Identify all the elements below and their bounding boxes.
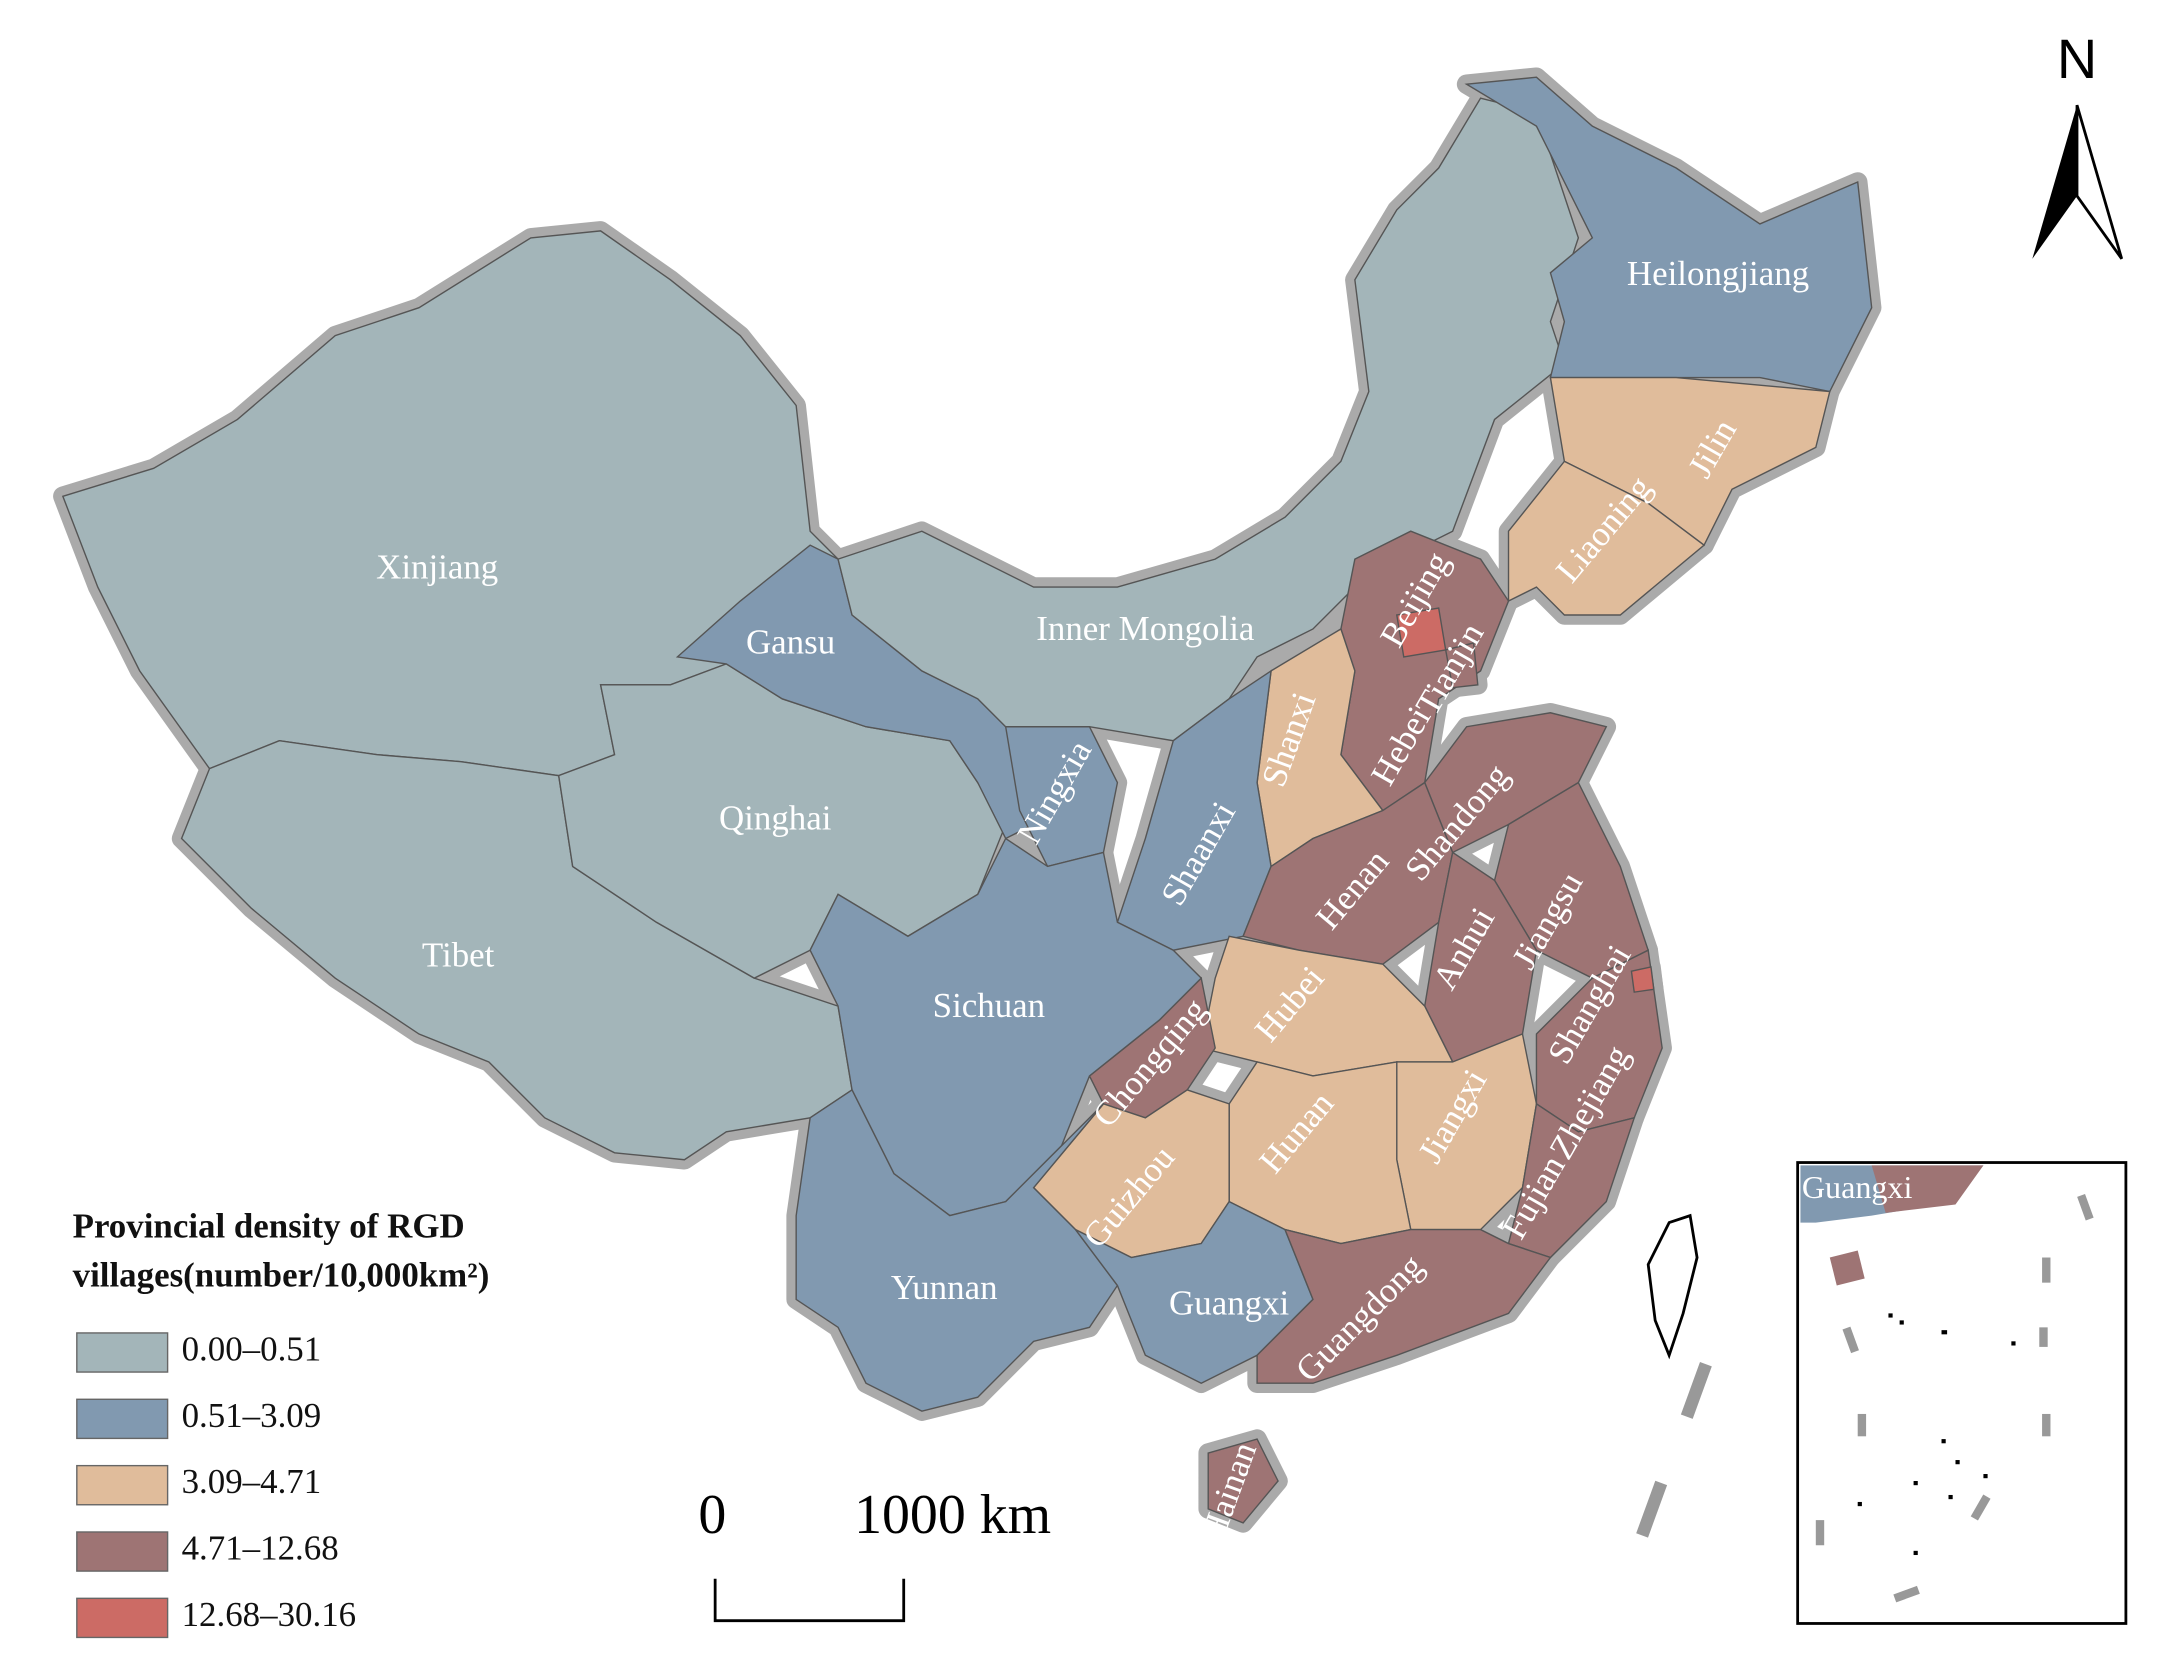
legend-swatch — [76, 1464, 169, 1506]
province-label: Inner Mongolia — [1036, 609, 1255, 648]
legend-swatch — [76, 1332, 169, 1373]
scale-line — [713, 1578, 906, 1623]
taiwan — [1646, 1213, 1699, 1360]
province-label: Xinjiang — [376, 547, 498, 586]
legend-swatch — [76, 1398, 169, 1440]
province — [1207, 1438, 1279, 1524]
scale-end: 1000 km — [854, 1484, 1051, 1546]
legend-title: villages(number/10,000km²) — [73, 1255, 490, 1294]
north-arrow: N — [2032, 27, 2124, 260]
legend-label: 3.09–4.71 — [182, 1462, 322, 1501]
province — [1630, 966, 1655, 993]
legend-label: 0.51–3.09 — [182, 1396, 322, 1435]
legend-label: 0.00–0.51 — [182, 1330, 322, 1369]
provinces — [61, 76, 1873, 1524]
inset-dashes — [1815, 1193, 2094, 1603]
arrow-left — [2032, 105, 2078, 259]
north-label: N — [2057, 27, 2097, 90]
scale-bar: 0 1000 km — [698, 1484, 1051, 1623]
province-label: Tibet — [422, 936, 495, 975]
province-label: Yunnan — [891, 1268, 998, 1307]
inset-islets — [1857, 1313, 2016, 1556]
province — [1423, 712, 1608, 854]
province-label: Sichuan — [933, 986, 1045, 1025]
province — [1200, 935, 1454, 1077]
legend-swatch — [76, 1597, 169, 1639]
legend-swatch — [76, 1531, 169, 1572]
province-label: Heilongjiang — [1627, 254, 1809, 293]
inset-label: Guangxi — [1802, 1169, 1913, 1205]
province — [1256, 1228, 1552, 1384]
sea-dashes — [1636, 1362, 1712, 1538]
legend-label: 12.68–30.16 — [182, 1595, 357, 1634]
legend: Provincial density of RGD villages(numbe… — [73, 1207, 490, 1639]
province — [1464, 76, 1873, 393]
province-label: Gansu — [746, 623, 835, 662]
inset-land — [1871, 1165, 1984, 1213]
province — [1444, 642, 1479, 689]
province-label: Qinghai — [719, 799, 832, 838]
province — [1507, 460, 1706, 616]
province-label: Guangxi — [1169, 1283, 1290, 1322]
arrow-right — [2075, 104, 2124, 260]
inset: Guangxi — [1796, 1161, 2128, 1625]
legend-title: Provincial density of RGD — [73, 1207, 465, 1246]
inset-island — [1829, 1250, 1865, 1286]
scale-start: 0 — [698, 1484, 726, 1546]
inset-frame — [1796, 1161, 2128, 1625]
legend-label: 4.71–12.68 — [182, 1529, 339, 1568]
